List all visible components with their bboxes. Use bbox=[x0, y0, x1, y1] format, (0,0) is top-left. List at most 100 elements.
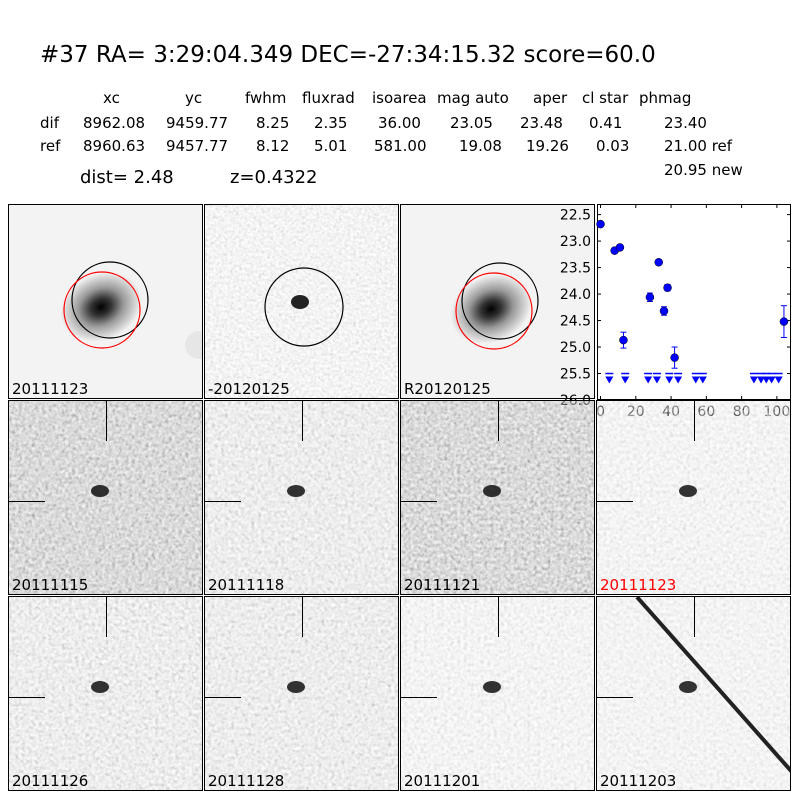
epoch-stamp-panel[interactable]: 20111121 bbox=[400, 400, 595, 595]
crosshair-horizontal bbox=[597, 697, 633, 698]
panel-date-label: 20111123 bbox=[600, 576, 677, 594]
crosshair-horizontal bbox=[205, 501, 241, 502]
crosshair-vertical bbox=[498, 401, 499, 441]
difference-image-panel[interactable]: -20120125 bbox=[204, 204, 399, 399]
col-fluxrad: fluxrad bbox=[302, 89, 355, 107]
upper-limit-marker bbox=[621, 376, 630, 384]
stamp-image bbox=[205, 597, 398, 790]
col-cl-star: cl star bbox=[582, 89, 629, 107]
upper-limit-marker bbox=[674, 376, 683, 384]
cell: 21.00 ref bbox=[664, 137, 733, 155]
col-xc: xc bbox=[103, 89, 120, 107]
cell: 23.05 bbox=[450, 114, 493, 132]
upper-limit-marker bbox=[644, 376, 653, 384]
noise-image bbox=[205, 205, 398, 398]
stamp-image bbox=[597, 401, 790, 594]
cell: 2.35 bbox=[314, 114, 348, 132]
detection-point bbox=[619, 335, 628, 345]
galaxy-image bbox=[401, 205, 594, 398]
detection-point bbox=[645, 292, 655, 302]
crosshair-vertical bbox=[302, 401, 303, 441]
epoch-stamp-panel[interactable]: 20111118 bbox=[204, 400, 399, 595]
epoch-stamp-panel[interactable]: 20111201 bbox=[400, 596, 595, 791]
crosshair-horizontal bbox=[9, 697, 45, 698]
col-yc: yc bbox=[185, 89, 203, 107]
upper-limit-marker bbox=[762, 376, 771, 384]
stamp-image bbox=[9, 597, 202, 790]
epoch-stamp-panel[interactable]: 20111203 bbox=[596, 596, 791, 791]
col-aper: aper bbox=[533, 89, 568, 107]
plot-frame bbox=[597, 204, 791, 400]
cell: 8.12 bbox=[256, 137, 290, 155]
y-tick-label: 25.5 bbox=[560, 367, 591, 383]
y-tick-label: 23.5 bbox=[560, 261, 591, 277]
detection-point bbox=[654, 258, 663, 267]
light-curve-chart: 22.523.023.524.024.525.025.526.002040608… bbox=[560, 204, 791, 420]
cell: 9457.77 bbox=[166, 137, 229, 155]
crosshair-vertical bbox=[106, 401, 107, 441]
panel-date-label: 20111128 bbox=[208, 772, 285, 790]
epoch-stamp-panel[interactable]: 20111115 bbox=[8, 400, 203, 595]
panel-date-label: 20111121 bbox=[404, 576, 481, 594]
phmag-new: 20.95 new bbox=[664, 161, 743, 179]
stamp-image bbox=[597, 597, 790, 790]
detection-point bbox=[779, 317, 789, 326]
cell: 0.03 bbox=[596, 137, 630, 155]
cell: 19.26 bbox=[526, 137, 569, 155]
detection-point bbox=[659, 306, 669, 316]
stamp-image bbox=[205, 401, 398, 594]
epoch-stamp-panel[interactable]: 20111123 bbox=[596, 400, 791, 595]
y-tick-label: 24.5 bbox=[560, 314, 591, 330]
y-tick-label: 23.0 bbox=[560, 234, 591, 250]
stamp-image bbox=[401, 597, 594, 790]
upper-limit-marker bbox=[774, 376, 783, 384]
y-tick-label: 25.0 bbox=[560, 340, 591, 356]
y-tick-label: 22.5 bbox=[560, 208, 591, 224]
col-phmag: phmag bbox=[639, 89, 692, 107]
panel-date-label: 20111115 bbox=[12, 576, 89, 594]
cell: 5.01 bbox=[314, 137, 348, 155]
cell: 8962.08 bbox=[83, 114, 146, 132]
panel-date-label: 20111203 bbox=[600, 772, 677, 790]
detection-point bbox=[663, 283, 672, 292]
reference-image-panel[interactable]: 20111123 bbox=[8, 204, 203, 399]
cell: 23.40 bbox=[664, 114, 707, 132]
detection-point bbox=[670, 353, 679, 362]
crosshair-vertical bbox=[694, 401, 695, 441]
panel-date-label: -20120125 bbox=[208, 380, 290, 398]
crosshair-vertical bbox=[694, 597, 695, 637]
cell: 0.41 bbox=[589, 114, 623, 132]
crosshair-horizontal bbox=[401, 697, 437, 698]
crosshair-vertical bbox=[302, 597, 303, 637]
crosshair-vertical bbox=[106, 597, 107, 637]
panel-date-label: 20111126 bbox=[12, 772, 89, 790]
upper-limit-marker bbox=[767, 376, 776, 384]
cell: 581.00 bbox=[374, 137, 427, 155]
cell: 8.25 bbox=[256, 114, 290, 132]
stamp-image bbox=[401, 401, 594, 594]
row-label: dif bbox=[40, 114, 59, 132]
upper-limit-marker bbox=[605, 376, 614, 384]
cell: 8960.63 bbox=[83, 137, 146, 155]
panel-date-label: 20111118 bbox=[208, 576, 285, 594]
upper-limit-marker bbox=[698, 376, 707, 384]
cell: 19.08 bbox=[459, 137, 502, 155]
crosshair-horizontal bbox=[597, 501, 633, 502]
detection-point bbox=[596, 219, 605, 229]
upper-limit-marker bbox=[665, 376, 674, 384]
new-image-panel[interactable]: R20120125 bbox=[400, 204, 595, 399]
cell: 36.00 bbox=[378, 114, 421, 132]
epoch-stamp-panel[interactable]: 20111126 bbox=[8, 596, 203, 791]
cell: 9459.77 bbox=[166, 114, 229, 132]
upper-limit-marker bbox=[757, 376, 766, 384]
redshift-label: z=0.4322 bbox=[230, 167, 318, 188]
dist-label: dist= 2.48 bbox=[80, 167, 174, 188]
epoch-stamp-panel[interactable]: 20111128 bbox=[204, 596, 399, 791]
crosshair-horizontal bbox=[9, 501, 45, 502]
col-isoarea: isoarea bbox=[372, 89, 427, 107]
upper-limit-marker bbox=[691, 376, 700, 384]
upper-limit-marker bbox=[652, 376, 661, 384]
stamp-image bbox=[9, 401, 202, 594]
crosshair-horizontal bbox=[205, 697, 241, 698]
candidate-title: #37 RA= 3:29:04.349 DEC=-27:34:15.32 sco… bbox=[40, 42, 656, 68]
